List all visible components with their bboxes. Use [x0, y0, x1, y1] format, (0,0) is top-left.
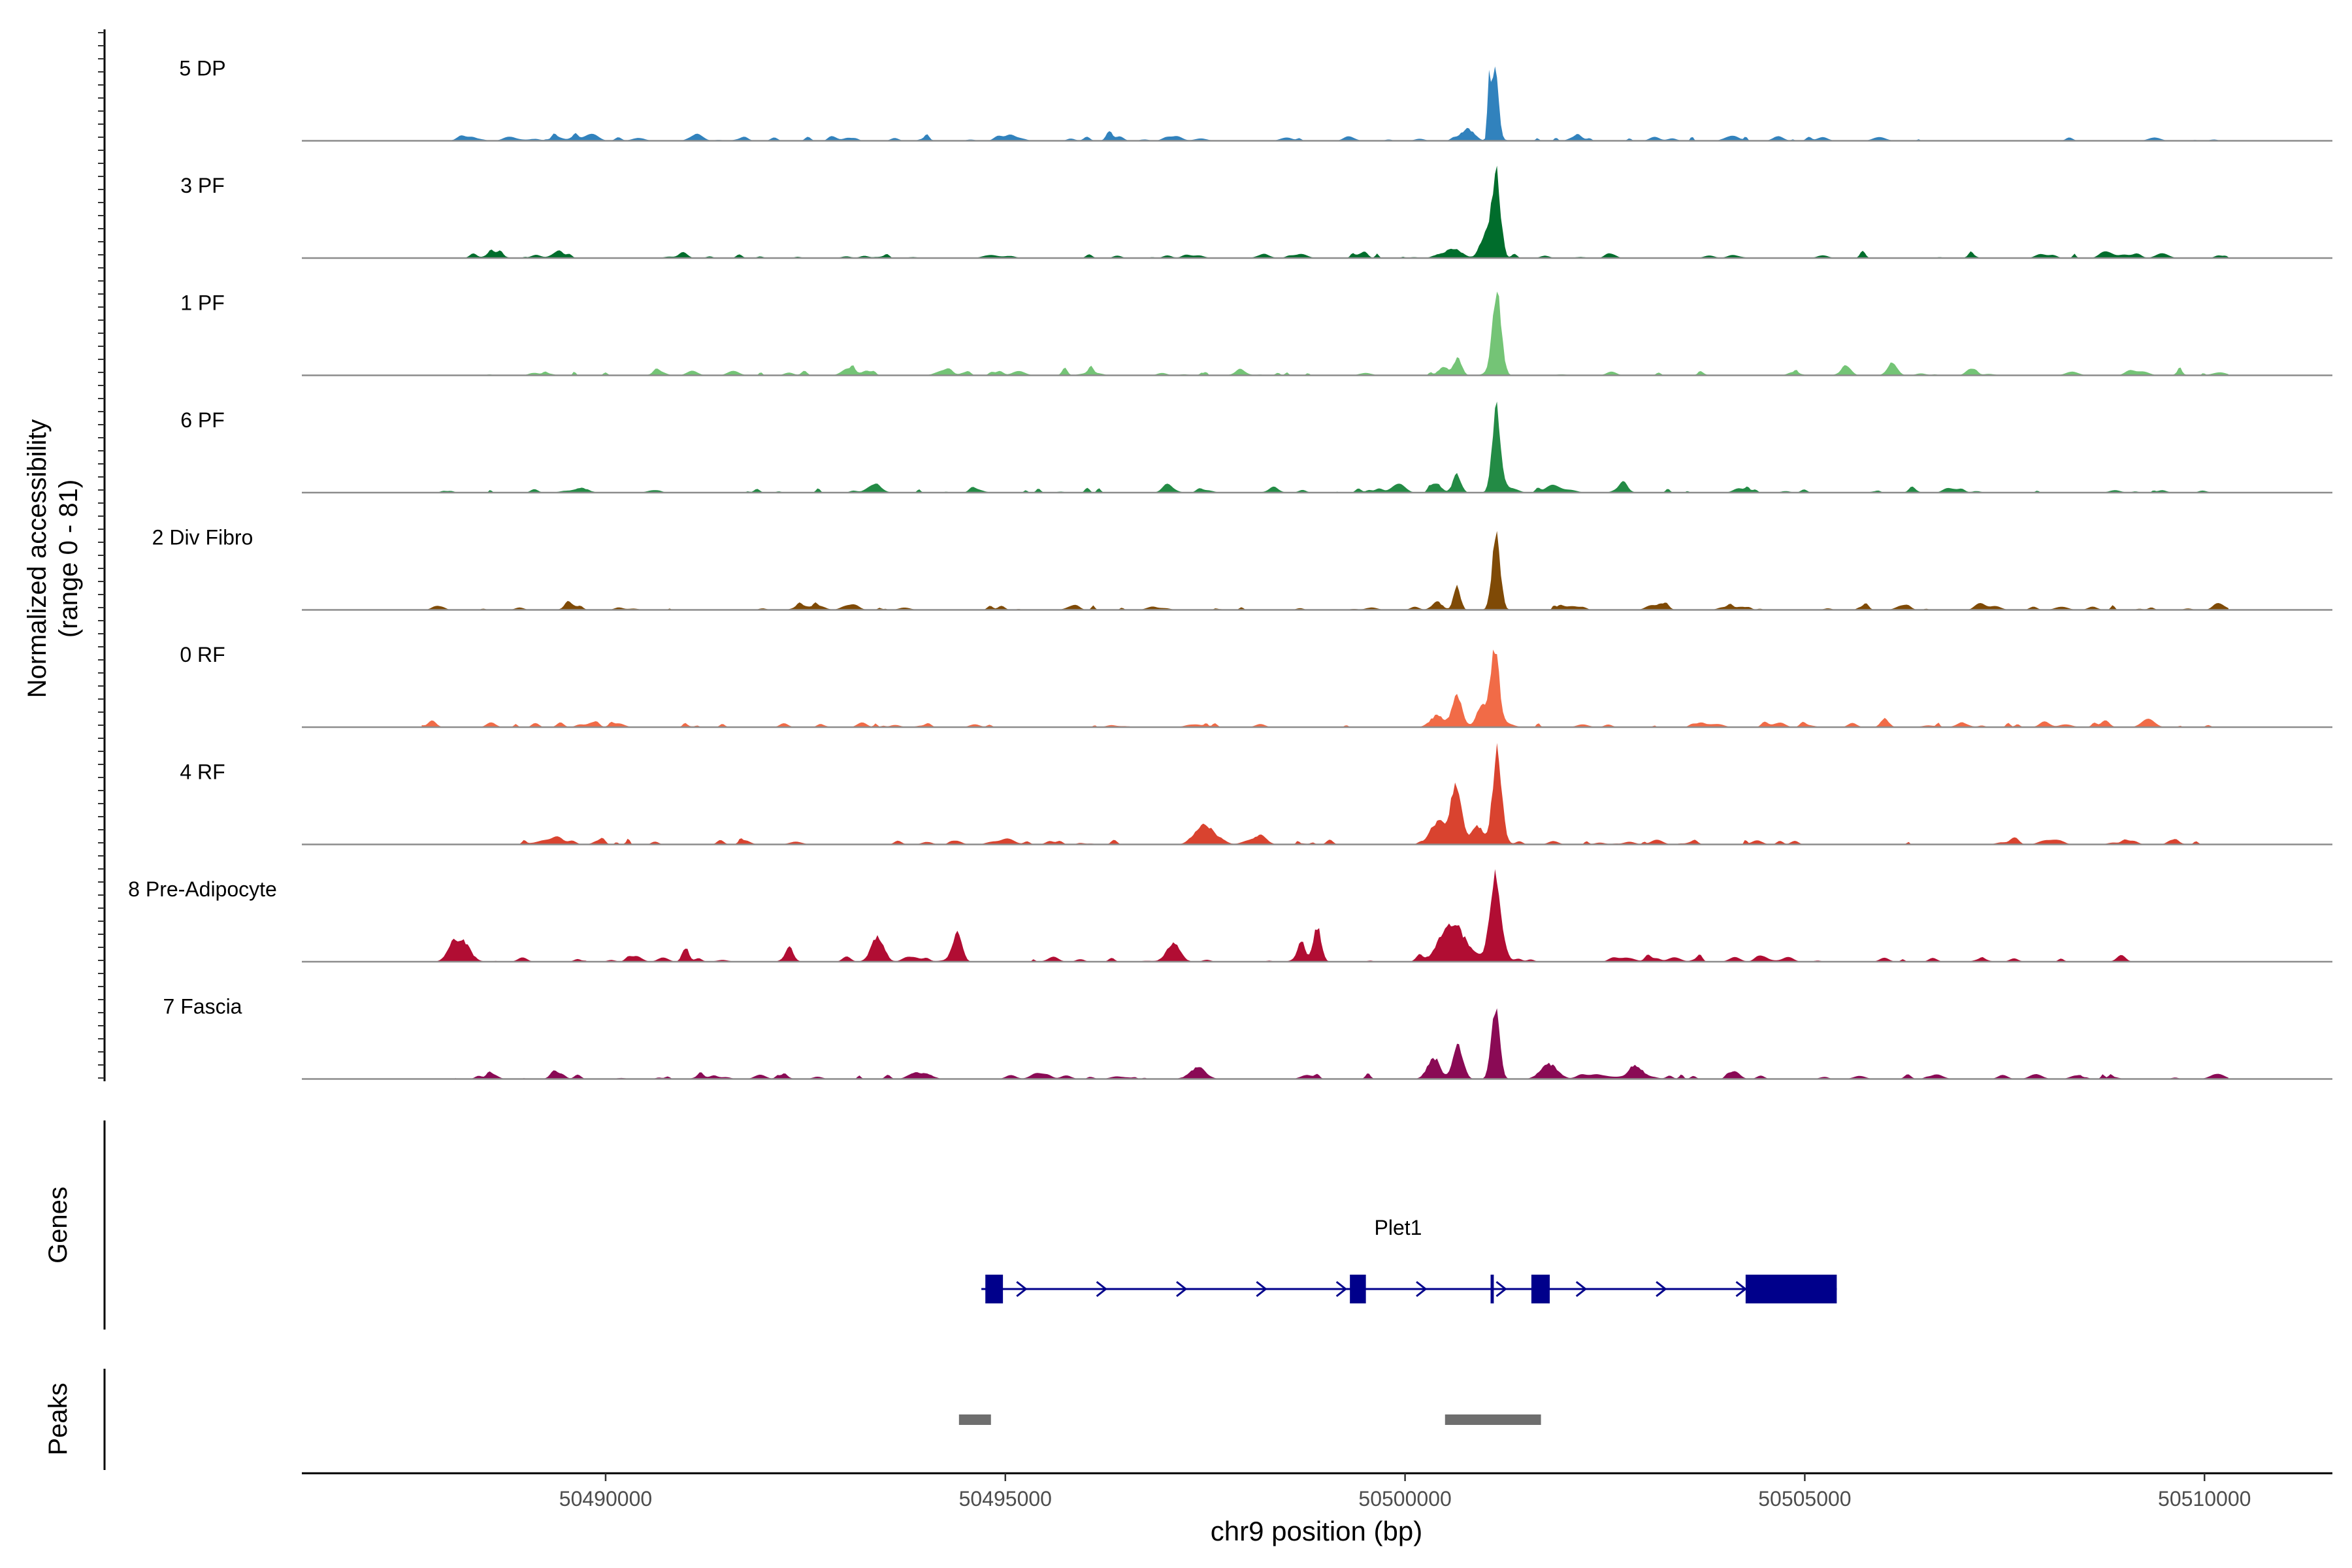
strand-chevron	[1656, 1281, 1667, 1298]
x-tick-label: 50490000	[559, 1487, 652, 1511]
gene-exon	[1531, 1275, 1550, 1303]
y-axis-title-line2: (range 0 - 81)	[54, 480, 83, 638]
strand-chevron	[1256, 1281, 1267, 1298]
coverage-track: 5 DP	[179, 57, 2332, 142]
track-label: 0 RF	[180, 643, 225, 666]
track-label: 8 Pre-Adipocyte	[128, 877, 277, 901]
track-label: 7 Fascia	[163, 995, 242, 1019]
coverage-track: 1 PF	[180, 291, 2332, 376]
gene-name-label: Plet1	[1375, 1216, 1422, 1239]
gene-exon	[1350, 1275, 1366, 1303]
y-axis-title-line1: Normalized accessibility	[23, 419, 52, 698]
strand-chevron	[1416, 1281, 1428, 1298]
peak-region	[958, 1414, 991, 1425]
x-tick-label: 50505000	[1758, 1487, 1851, 1511]
x-axis: 50490000 50495000 50500000 50505000 50510000	[302, 1472, 2332, 1511]
coverage-track: 6 PF	[180, 401, 2332, 494]
genes-panel: Plet1	[103, 1120, 1837, 1330]
coverage-track: 0 RF	[180, 643, 2332, 728]
peaks-panel-title: Peaks	[44, 1382, 73, 1455]
coverage-track: 4 RF	[180, 743, 2332, 845]
coverage-track: 3 PF	[180, 165, 2332, 259]
track-label: 5 DP	[179, 57, 225, 80]
x-tick-label: 50495000	[959, 1487, 1052, 1511]
track-label: 1 PF	[180, 291, 225, 315]
gene-exon	[1490, 1275, 1494, 1303]
coverage-track: 7 Fascia	[163, 995, 2332, 1080]
strand-chevron	[1335, 1281, 1348, 1298]
track-label: 3 PF	[180, 174, 225, 197]
track-label: 2 Div Fibro	[152, 526, 253, 549]
x-tick-label: 50500000	[1358, 1487, 1451, 1511]
peak-region	[1445, 1414, 1541, 1425]
x-axis-title: chr9 position (bp)	[1211, 1516, 1423, 1546]
coverage-track: 8 Pre-Adipocyte	[128, 869, 2332, 963]
track-label: 4 RF	[180, 760, 225, 784]
strand-chevron	[1735, 1281, 1747, 1298]
strand-chevron	[1096, 1281, 1108, 1298]
coverage-track: 2 Div Fibro	[152, 526, 2332, 611]
strand-chevron	[1176, 1281, 1188, 1298]
genes-panel-title: Genes	[44, 1186, 73, 1264]
gene-exon	[985, 1275, 1004, 1303]
x-tick-label: 50510000	[2158, 1487, 2251, 1511]
strand-chevron	[1495, 1281, 1507, 1298]
coverage-panel: 5 DP 3 PF 1 PF 6 PF 2 Div Fibro 0 RF 4 RF 8 Pre…	[98, 29, 2332, 1081]
strand-chevron	[1575, 1281, 1588, 1298]
peaks-panel	[103, 1369, 1541, 1470]
strand-chevron	[1016, 1281, 1028, 1298]
track-label: 6 PF	[180, 408, 225, 432]
gene-exon	[1745, 1275, 1837, 1303]
